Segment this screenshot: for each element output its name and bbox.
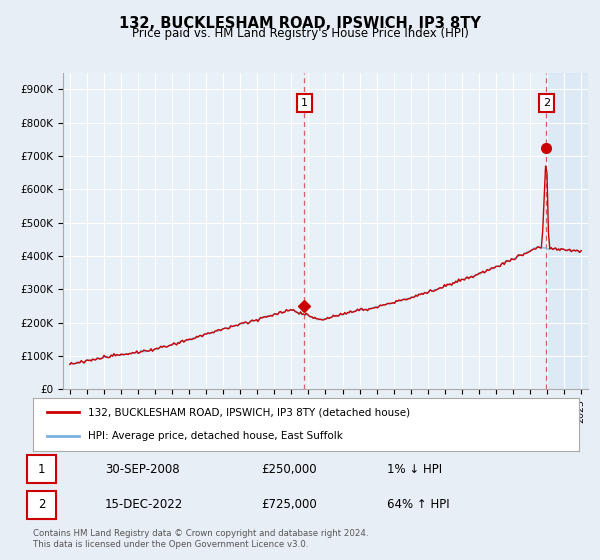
Text: 30-SEP-2008: 30-SEP-2008 [105,463,179,476]
Text: This data is licensed under the Open Government Licence v3.0.: This data is licensed under the Open Gov… [33,540,308,549]
Text: Price paid vs. HM Land Registry's House Price Index (HPI): Price paid vs. HM Land Registry's House … [131,27,469,40]
Text: 2: 2 [38,498,45,511]
Text: 132, BUCKLESHAM ROAD, IPSWICH, IP3 8TY (detached house): 132, BUCKLESHAM ROAD, IPSWICH, IP3 8TY (… [88,408,410,418]
Text: 1: 1 [301,98,308,108]
Text: 132, BUCKLESHAM ROAD, IPSWICH, IP3 8TY: 132, BUCKLESHAM ROAD, IPSWICH, IP3 8TY [119,16,481,31]
Text: 64% ↑ HPI: 64% ↑ HPI [387,498,449,511]
Text: HPI: Average price, detached house, East Suffolk: HPI: Average price, detached house, East… [88,431,343,441]
Text: £250,000: £250,000 [261,463,317,476]
Text: £725,000: £725,000 [261,498,317,511]
Text: 1% ↓ HPI: 1% ↓ HPI [387,463,442,476]
Text: 2: 2 [543,98,550,108]
Text: Contains HM Land Registry data © Crown copyright and database right 2024.: Contains HM Land Registry data © Crown c… [33,529,368,538]
Text: 1: 1 [38,463,45,476]
Text: 15-DEC-2022: 15-DEC-2022 [105,498,183,511]
Bar [547,73,588,389]
